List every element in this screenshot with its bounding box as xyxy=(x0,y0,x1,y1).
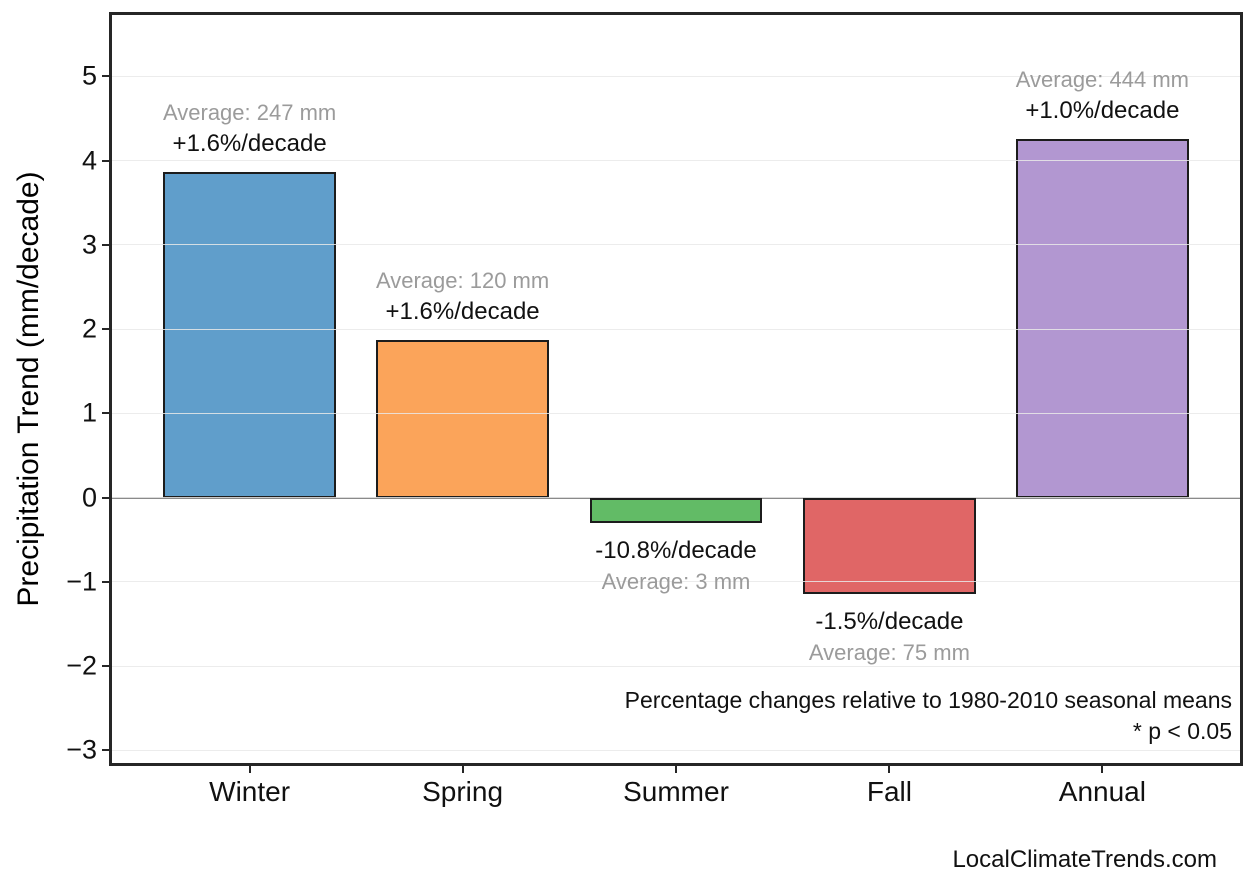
y-tick-label: 1 xyxy=(81,397,97,428)
y-axis-tick xyxy=(102,496,109,499)
gridline-y1 xyxy=(112,412,1240,414)
bar-annotation-spring: Average: 120 mm +1.6%/decade xyxy=(376,265,549,327)
trend-label: +1.0%/decade xyxy=(1025,96,1180,124)
x-tick-label-annual: Annual xyxy=(1058,776,1146,807)
average-label: Average: 444 mm xyxy=(1015,66,1189,92)
footnote-line-1: Percentage changes relative to 1980-2010… xyxy=(624,687,1232,713)
gridline-y-1 xyxy=(112,581,1240,583)
y-axis-tick xyxy=(102,749,109,752)
trend-label: -10.8%/decade xyxy=(595,536,757,564)
y-tick-label: −2 xyxy=(66,650,97,681)
x-axis-tick xyxy=(461,766,464,773)
footnote: Percentage changes relative to 1980-2010… xyxy=(625,685,1232,747)
gridline-y2 xyxy=(112,328,1240,330)
footnote-line-2: * p < 0.05 xyxy=(1132,718,1232,744)
y-tick-label: 3 xyxy=(81,229,97,260)
x-axis-tick xyxy=(675,766,677,773)
y-axis-tick xyxy=(102,75,109,78)
bar-summer xyxy=(589,497,763,523)
x-tick-label-fall: Fall xyxy=(866,776,912,807)
y-axis-tick xyxy=(102,412,109,415)
y-axis-tick xyxy=(102,580,109,583)
average-label: Average: 3 mm xyxy=(601,568,751,594)
average-label: Average: 75 mm xyxy=(808,639,970,665)
bar-annotation-annual: Average: 444 mm +1.0%/decade xyxy=(1016,64,1189,126)
average-label: Average: 247 mm xyxy=(162,99,337,125)
y-tick-label: 5 xyxy=(81,60,97,91)
gridline-y5 xyxy=(112,75,1240,77)
trend-label: +1.6%/decade xyxy=(385,298,540,326)
y-tick-label: −3 xyxy=(66,734,97,765)
gridline-y4 xyxy=(112,160,1240,162)
plot-inner: Percentage changes relative to 1980-2010… xyxy=(112,15,1240,763)
x-tick-label-winter: Winter xyxy=(209,776,291,807)
x-tick-label-summer: Summer xyxy=(623,776,729,807)
bar-annual xyxy=(1016,138,1189,498)
average-label: Average: 120 mm xyxy=(375,268,550,294)
x-axis-tick xyxy=(248,766,251,773)
bar-annotation-summer: -10.8%/decade Average: 3 mm xyxy=(595,535,756,597)
y-tick-label: −1 xyxy=(66,566,97,597)
gridline-y0 xyxy=(112,497,1240,499)
x-tick-label-spring: Spring xyxy=(422,776,504,807)
plot-area: Percentage changes relative to 1980-2010… xyxy=(109,12,1243,766)
x-axis-tick xyxy=(1101,766,1104,773)
x-axis-tick xyxy=(888,766,891,773)
trend-label: +1.6%/decade xyxy=(172,129,327,157)
site-credit: LocalClimateTrends.com xyxy=(952,846,1217,873)
y-axis-tick xyxy=(102,328,109,331)
bar-fall xyxy=(803,497,976,594)
y-tick-label: 2 xyxy=(81,313,97,344)
y-axis-tick xyxy=(102,159,109,162)
bar-annotation-winter: Average: 247 mm +1.6%/decade xyxy=(163,97,336,159)
gridline-y3 xyxy=(112,244,1240,246)
bar-spring xyxy=(376,340,549,498)
gridline-y-2 xyxy=(112,665,1240,667)
y-tick-label: 4 xyxy=(81,145,97,176)
trend-label: -1.5%/decade xyxy=(815,607,964,635)
y-axis-tick xyxy=(102,665,109,668)
bar-winter xyxy=(163,171,336,498)
gridline-y-3 xyxy=(112,749,1240,751)
y-tick-label: 0 xyxy=(81,482,97,513)
bar-annotation-fall: -1.5%/decade Average: 75 mm xyxy=(809,606,970,668)
y-axis-tick xyxy=(102,243,109,246)
